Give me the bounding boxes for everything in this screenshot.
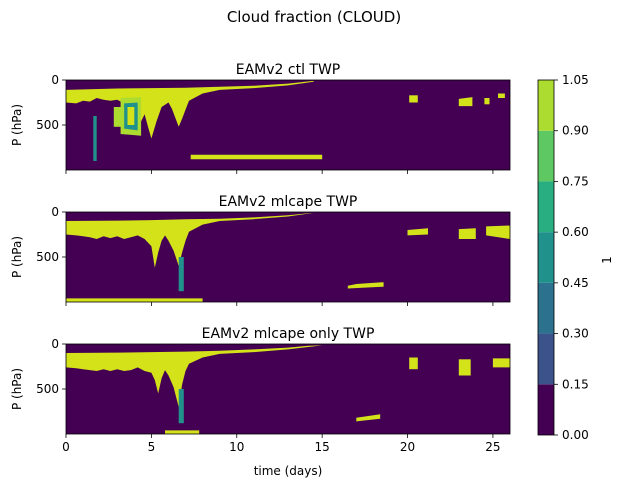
- y-tick-label: 0: [51, 337, 59, 351]
- x-axis-label: time (days): [254, 464, 323, 478]
- cloud-region: [356, 414, 381, 422]
- x-tick-label: 15: [315, 440, 330, 454]
- cloud-region: [492, 358, 510, 368]
- cloud-region: [498, 93, 505, 98]
- heatmap-panel: EAMv2 mlcape TWP P (hPa) 0 500: [10, 194, 511, 306]
- cloud-region: [347, 282, 384, 289]
- y-tick-label: 500: [36, 250, 59, 264]
- colorbar-segment: [538, 232, 554, 283]
- cloud-region: [127, 107, 135, 125]
- x-tick-label: 0: [62, 440, 70, 454]
- cloud-region: [458, 228, 476, 239]
- cloud-region: [458, 97, 473, 107]
- colorbar-tick-label: 0.75: [562, 174, 589, 188]
- cloud-region: [409, 357, 418, 370]
- colorbar-tick-label: 0.15: [562, 377, 589, 391]
- colorbar-frame: [537, 79, 555, 436]
- cloud-region: [93, 116, 97, 161]
- y-tick-label: 500: [36, 118, 59, 132]
- colorbar-tick-label: 1.05: [562, 73, 589, 87]
- colorbar-tick-label: 0.90: [562, 124, 589, 138]
- x-tick-label: 20: [400, 440, 415, 454]
- x-tick-label: 10: [229, 440, 244, 454]
- cloud-region: [407, 228, 428, 236]
- colorbar-segment: [538, 130, 554, 182]
- cloud-region: [190, 154, 323, 160]
- heatmap-panel: EAMv2 mlcape only TWP P (hPa) 0 500 0 5 10 15 20…: [10, 326, 511, 454]
- cloud-region: [113, 107, 125, 127]
- cloud-region: [178, 389, 184, 424]
- cloud-region: [66, 345, 323, 407]
- panel-title: EAMv2 mlcape TWP: [219, 194, 358, 210]
- colorbar: 0.00 0.15 0.30 0.45 0.60 0.75 0.90 1.05: [537, 73, 589, 442]
- y-axis-label: P (hPa): [10, 104, 24, 146]
- y-axis-label: P (hPa): [10, 236, 24, 278]
- cloud-region: [178, 257, 184, 292]
- heatmap-panel: EAMv2 ctl TWP P (hPa) 0 500: [10, 62, 511, 174]
- cloud-region: [458, 359, 471, 376]
- cloud-region: [484, 98, 490, 105]
- cloud-region: [409, 95, 418, 103]
- cloud-region: [66, 212, 314, 268]
- colorbar-tick-label: 0.00: [562, 428, 589, 442]
- y-axis-label: P (hPa): [10, 368, 24, 410]
- colorbar-tick-label: 0.60: [562, 225, 589, 239]
- cloud-region: [486, 225, 510, 239]
- cloud-region: [66, 298, 203, 302]
- figure-suptitle: Cloud fraction (CLOUD): [227, 8, 401, 26]
- panel-title: EAMv2 mlcape only TWP: [202, 326, 375, 342]
- colorbar-tick-label: 0.30: [562, 327, 589, 341]
- cloud-region: [66, 80, 314, 139]
- colorbar-segment: [538, 80, 554, 131]
- colorbar-segment: [538, 181, 554, 233]
- panel-title: EAMv2 ctl TWP: [236, 62, 341, 78]
- y-tick-label: 0: [51, 73, 59, 87]
- colorbar-segment: [538, 333, 554, 385]
- colorbar-segment: [538, 282, 554, 334]
- cloud-region: [165, 430, 200, 434]
- colorbar-label: 1: [600, 256, 614, 264]
- colorbar-segment: [538, 384, 554, 435]
- x-tick-label: 25: [485, 440, 500, 454]
- y-tick-label: 0: [51, 205, 59, 219]
- x-tick-label: 5: [148, 440, 156, 454]
- y-tick-label: 500: [36, 382, 59, 396]
- colorbar-tick-label: 0.45: [562, 276, 589, 290]
